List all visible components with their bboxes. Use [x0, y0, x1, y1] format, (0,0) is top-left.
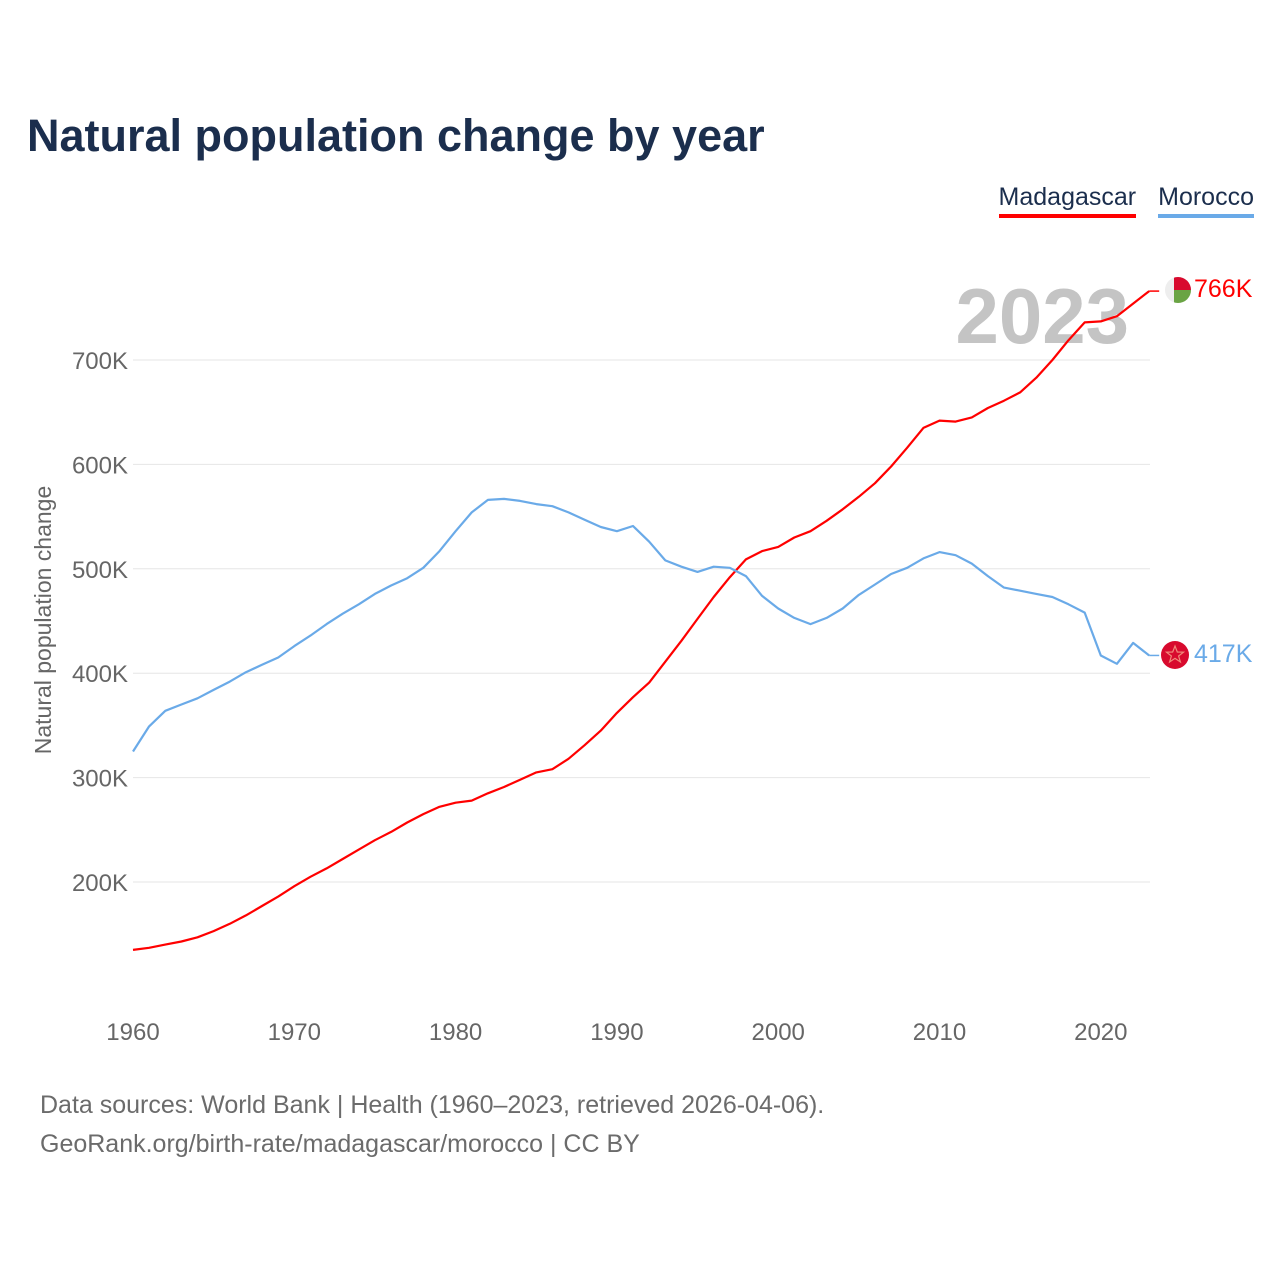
y-tick-label: 200K	[72, 870, 128, 897]
source-note: Data sources: World Bank | Health (1960–…	[40, 1091, 825, 1119]
madagascar-flag-icon	[1165, 277, 1191, 303]
morocco-end-label: 417K	[1194, 640, 1253, 668]
gridlines	[133, 359, 1150, 883]
y-tick-label: 600K	[72, 452, 128, 479]
y-axis-ticks: 200K 300K 400K 500K 600K 700K	[72, 348, 128, 897]
chart-title: Natural population change by year	[27, 110, 765, 161]
series-line-morocco	[132, 497, 1150, 753]
x-tick-label: 2010	[913, 1019, 966, 1046]
year-watermark: 2023	[955, 272, 1129, 360]
x-tick-label: 1970	[268, 1019, 321, 1046]
y-tick-label: 500K	[72, 557, 128, 584]
series-line-madagascar	[132, 290, 1150, 951]
x-tick-label: 2020	[1074, 1019, 1127, 1046]
legend-item-morocco[interactable]: Morocco	[1158, 183, 1254, 218]
x-tick-label: 1990	[590, 1019, 643, 1046]
x-tick-label: 1980	[429, 1019, 482, 1046]
y-tick-label: 400K	[72, 661, 128, 688]
y-tick-label: 700K	[72, 348, 128, 375]
series-lines	[132, 290, 1160, 951]
y-axis-title: Natural population change	[30, 486, 56, 755]
y-tick-label: 300K	[72, 766, 128, 793]
morocco-flag-icon	[1161, 641, 1189, 669]
source-link[interactable]: GeoRank.org/birth-rate/madagascar/morocc…	[40, 1130, 640, 1158]
footer: Data sources: World Bank | Health (1960–…	[40, 1086, 824, 1164]
x-tick-label: 1960	[106, 1019, 159, 1046]
x-axis-ticks: 1960 1970 1980 1990 2000 2010 2020	[106, 1019, 1127, 1046]
madagascar-end-label: 766K	[1194, 275, 1253, 303]
legend-item-madagascar[interactable]: Madagascar	[998, 183, 1137, 218]
legend: Madagascar Morocco	[998, 183, 1254, 218]
x-tick-label: 2000	[752, 1019, 805, 1046]
